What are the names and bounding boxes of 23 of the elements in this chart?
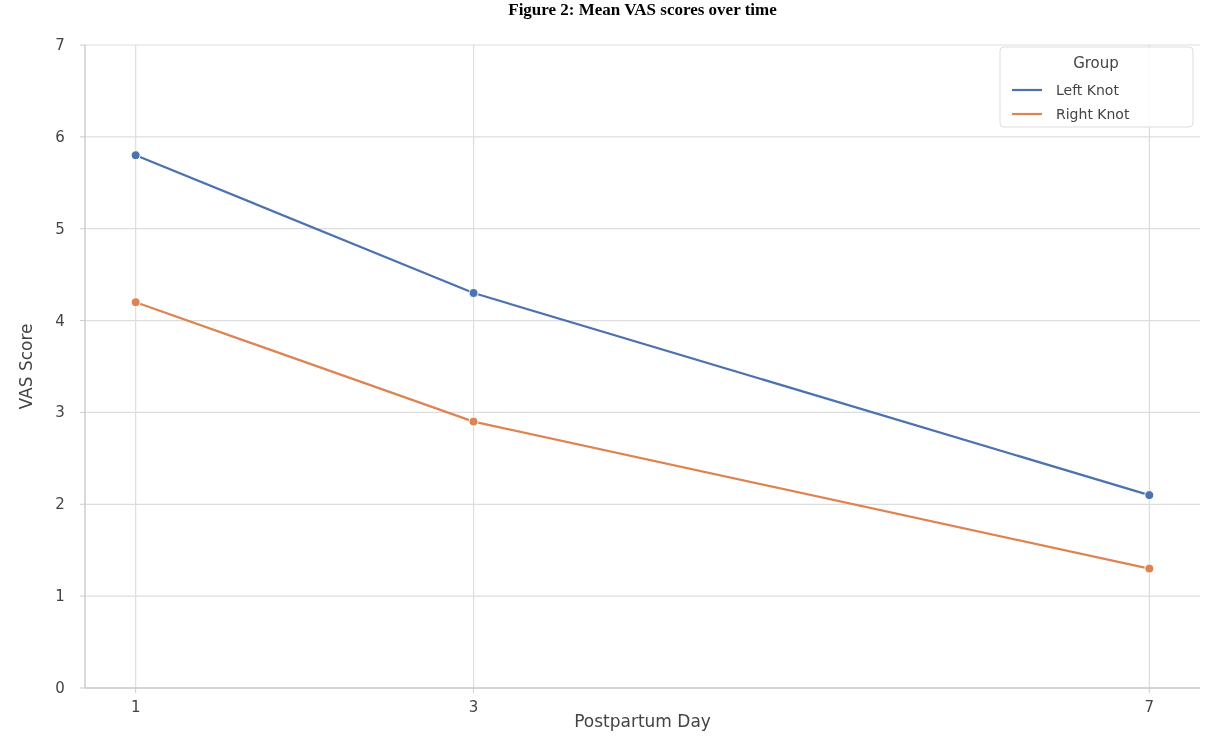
point [468,288,479,299]
y-tick-label: 2 [55,495,65,514]
x-tick-label: 3 [468,698,479,716]
y-tick-label: 0 [55,679,65,697]
x-tick-label: 7 [1144,698,1155,716]
y-tick-label: 7 [55,36,65,54]
chart-title: Figure 2: Mean VAS scores over time [508,0,778,19]
x-axis-title: Postpartum Day [574,711,711,731]
point [1144,563,1155,574]
y-tick-label: 6 [55,127,65,146]
x-tick-label: 1 [130,698,141,716]
legend-label: Right Knot [1056,106,1130,122]
y-tick-label: 4 [55,311,65,330]
point [468,416,479,427]
point [130,150,141,161]
point [1144,490,1155,501]
y-tick-label: 5 [55,219,65,238]
legend-title: Group [1073,54,1119,72]
y-axis-title: VAS Score [16,323,36,410]
y-tick-label: 3 [55,403,65,422]
point [130,297,141,308]
legend-label: Left Knot [1056,82,1120,98]
y-tick-label: 1 [55,587,65,606]
